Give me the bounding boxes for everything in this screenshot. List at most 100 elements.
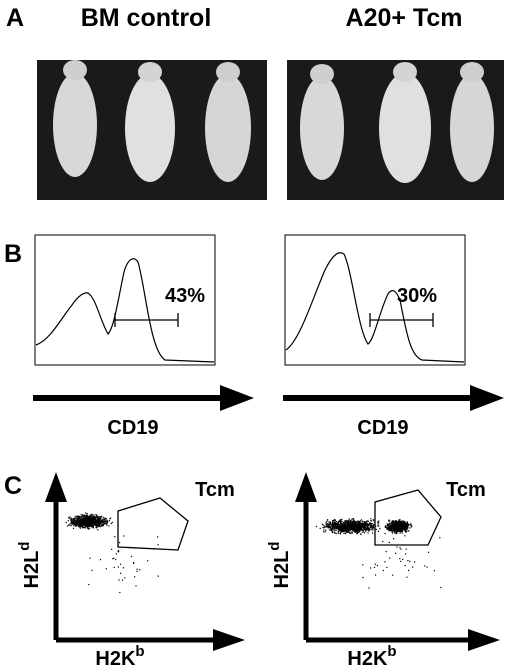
dot [343, 522, 345, 524]
dot [88, 522, 91, 525]
dot [409, 527, 411, 529]
dot [395, 530, 397, 532]
dot [393, 521, 395, 523]
dot [338, 529, 340, 531]
dot [75, 525, 77, 527]
dot [366, 525, 368, 528]
dot [88, 516, 90, 518]
dot [360, 525, 362, 527]
dot [396, 532, 398, 534]
dot [329, 526, 332, 528]
dot [75, 523, 77, 525]
dot [353, 522, 355, 524]
dot [355, 523, 357, 525]
dot [333, 531, 336, 533]
dot [352, 518, 354, 520]
dot [357, 521, 359, 524]
dot [120, 563, 122, 565]
dot [79, 526, 81, 528]
dot [84, 521, 86, 523]
dot [334, 526, 336, 528]
dot [344, 527, 346, 530]
dot [97, 520, 99, 522]
dot [88, 523, 90, 525]
dot [363, 527, 365, 529]
dot [94, 516, 96, 518]
dot [72, 520, 74, 523]
dot [97, 529, 99, 531]
dot [365, 525, 367, 527]
group-title: A20+ Tcm [346, 4, 463, 32]
dot [334, 522, 336, 524]
dot [399, 519, 401, 521]
dot [406, 528, 409, 530]
dot [391, 522, 394, 524]
dot [328, 526, 330, 528]
dot [328, 525, 330, 527]
dot [402, 525, 404, 527]
dot [385, 525, 387, 527]
dot [87, 528, 90, 530]
dot [355, 531, 357, 533]
dot [387, 524, 389, 526]
dot [354, 530, 357, 532]
dot [331, 530, 333, 532]
dot [364, 524, 366, 526]
dot [95, 526, 97, 528]
dot [371, 527, 373, 529]
dot [339, 527, 342, 529]
dot [97, 523, 99, 525]
dot [329, 525, 331, 527]
dot [113, 566, 115, 569]
dot [335, 521, 338, 523]
dot [92, 522, 94, 524]
dot [80, 525, 82, 527]
histogram: 43% CD19 [33, 234, 254, 439]
dot [90, 519, 93, 521]
dot [370, 524, 372, 526]
dot [99, 518, 101, 520]
dot [83, 519, 85, 521]
dot [86, 527, 89, 529]
dot [354, 529, 356, 532]
dot [118, 579, 120, 581]
dot [84, 519, 86, 521]
dot [354, 524, 356, 526]
dot [98, 516, 100, 518]
dot [332, 521, 334, 523]
gate-label: Tcm [446, 479, 486, 501]
dot [401, 522, 403, 524]
dot [99, 516, 101, 518]
dot [105, 521, 107, 523]
dot [361, 522, 363, 524]
dot [378, 525, 380, 527]
dot [397, 529, 399, 531]
dot [349, 526, 352, 529]
dot [359, 531, 361, 533]
dot [338, 523, 341, 526]
dot [86, 524, 88, 526]
dot [102, 518, 104, 520]
dot [402, 558, 404, 560]
dot [97, 519, 99, 521]
dot [315, 525, 318, 528]
dot [373, 527, 375, 529]
dot [433, 570, 435, 572]
dot [351, 523, 353, 525]
dot [372, 525, 374, 527]
dot [90, 521, 92, 523]
dot [345, 525, 347, 527]
dot [85, 521, 87, 523]
dot [398, 529, 400, 531]
dot [75, 518, 77, 520]
dot [89, 524, 91, 526]
dot [389, 524, 391, 526]
dot [332, 525, 335, 527]
dot [364, 523, 366, 525]
dot [340, 525, 343, 527]
dot [353, 528, 355, 530]
dot [97, 526, 99, 528]
dot [346, 527, 348, 529]
dot [400, 523, 402, 525]
dot [80, 523, 82, 525]
